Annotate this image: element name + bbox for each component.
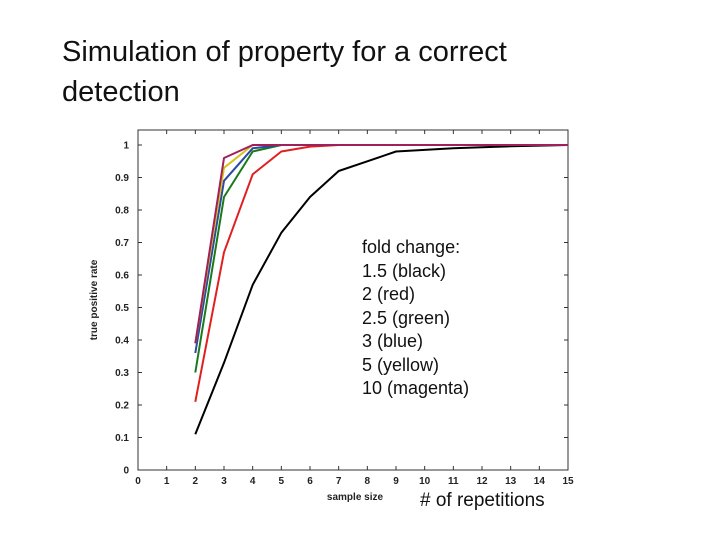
legend-line: 2.5 (green) bbox=[362, 307, 451, 328]
y-tick-label: 1 bbox=[123, 141, 129, 152]
plot-frame bbox=[137, 129, 569, 471]
legend-line: fold change: bbox=[362, 237, 461, 257]
x-tick-label: 12 bbox=[476, 476, 488, 487]
x-tick-label: 4 bbox=[250, 476, 256, 487]
y-tick-label: 0.9 bbox=[115, 173, 129, 184]
y-tick-label: 0.6 bbox=[115, 271, 129, 282]
x-tick-label: 10 bbox=[419, 476, 431, 487]
x-tick-label: 2 bbox=[193, 476, 199, 487]
footer-note: # of repetitions bbox=[420, 490, 545, 511]
chart-axes: 0 1 2 3 4 5 6 7 8 9 10 11 12 13 14 1500.10.20.30.40.50.… bbox=[115, 129, 574, 487]
x-tick-label: 0 bbox=[135, 476, 141, 487]
legend-line: 3 (blue) bbox=[362, 331, 424, 351]
x-tick-label: 14 bbox=[534, 476, 546, 487]
x-tick-label: 3 bbox=[221, 476, 227, 487]
y-tick-label: 0.8 bbox=[115, 206, 129, 217]
legend-line: 5 (yellow) bbox=[362, 354, 440, 375]
x-tick-label: 6 bbox=[307, 476, 313, 487]
x-tick-label: 15 bbox=[562, 476, 574, 487]
x-tick-label: 9 bbox=[393, 476, 399, 487]
x-tick-label: 1 bbox=[164, 476, 170, 487]
y-axis-label: true positive rate bbox=[89, 259, 100, 340]
legend-text-block: fold change: 1.5 (black) 2 (red) 2.5 (gr… bbox=[362, 236, 469, 401]
x-axis-label: sample size bbox=[327, 492, 384, 503]
y-tick-label: 0 bbox=[123, 466, 129, 477]
legend-line: 1.5 (black) bbox=[362, 260, 447, 281]
series-line-10 bbox=[194, 144, 568, 344]
y-tick-label: 0.5 bbox=[115, 303, 129, 314]
x-tick-label: 5 bbox=[279, 476, 285, 487]
slide-title: Simulation of property for a correct det… bbox=[62, 36, 507, 108]
y-tick-label: 0.7 bbox=[115, 238, 129, 249]
y-tick-label: 0.2 bbox=[115, 401, 129, 412]
y-tick-label: 0.3 bbox=[115, 368, 129, 379]
x-tick-label: 7 bbox=[336, 476, 342, 487]
x-tick-label: 8 bbox=[365, 476, 371, 487]
legend-line: 10 (magenta) bbox=[362, 378, 470, 398]
legend-line: 2 (red) bbox=[362, 284, 416, 304]
x-tick-label: 11 bbox=[448, 476, 459, 487]
series-line-1.5 bbox=[194, 144, 569, 435]
chart-series bbox=[194, 144, 569, 435]
y-tick-label: 0.4 bbox=[115, 336, 129, 347]
x-tick-label: 13 bbox=[505, 476, 517, 487]
y-tick-label: 0.1 bbox=[115, 433, 129, 444]
